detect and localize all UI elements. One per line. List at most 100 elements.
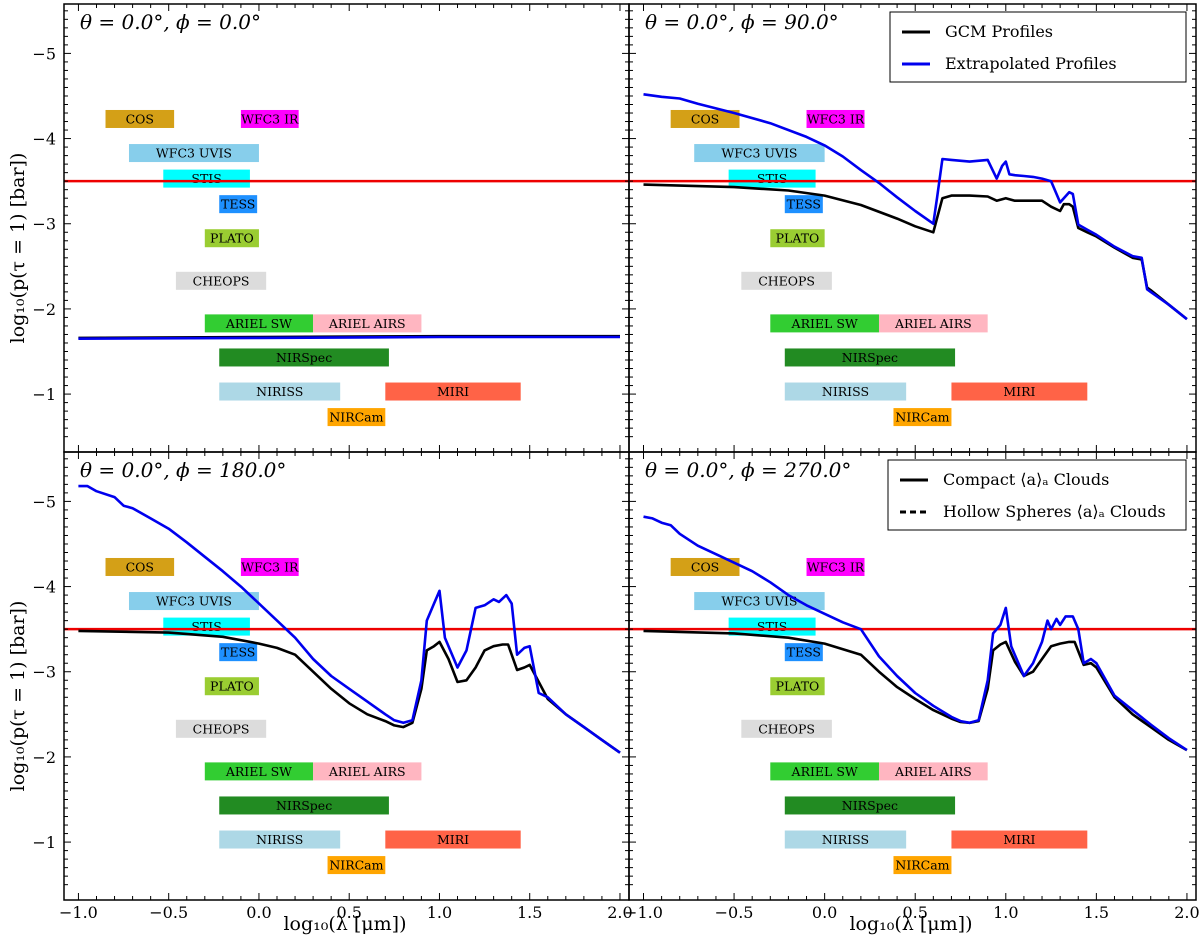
x-tick-label: 0.5 (902, 903, 927, 922)
band-stis (728, 169, 816, 188)
x-tick-label: 1.0 (427, 903, 452, 922)
x-tick-label: 0.0 (246, 903, 271, 922)
band-ariel-airs (878, 314, 988, 333)
band-label: COS (126, 559, 154, 574)
band-label: WFC3 UVIS (156, 594, 232, 609)
band-wfc3-ir (806, 109, 865, 128)
legend-entry-label: Hollow Spheres ⟨a⟩ₐ Clouds (943, 502, 1166, 521)
band-label: TESS (787, 197, 821, 212)
band-label: STIS (757, 619, 787, 634)
band-label: NIRISS (256, 832, 303, 847)
band-tess (219, 643, 258, 662)
y-axis-label-bottom: log₁₀(p(τ = 1) [bar]) (7, 601, 29, 792)
band-wfc3-ir (240, 109, 299, 128)
y-axis-label-top: log₁₀(p(τ = 1) [bar]) (7, 153, 29, 344)
y-tick-label: −5 (32, 44, 56, 63)
y-tick-label: −5 (32, 492, 56, 511)
band-label: NIRCam (329, 858, 383, 873)
x-tick-label: 0.5 (336, 903, 361, 922)
band-label: WFC3 IR (241, 111, 299, 126)
band-label: WFC3 IR (241, 559, 299, 574)
band-cos (670, 109, 740, 128)
band-label: TESS (221, 197, 255, 212)
band-cheops (741, 719, 832, 738)
band-niriss (219, 830, 341, 849)
band-tess (219, 195, 258, 214)
band-plato (770, 229, 825, 248)
band-label: WFC3 UVIS (721, 594, 797, 609)
band-label: NIRSpec (276, 798, 332, 813)
band-cheops (175, 271, 267, 290)
band-label: PLATO (210, 231, 254, 246)
band-nirspec (219, 348, 389, 367)
x-tick-label: 1.5 (1084, 903, 1109, 922)
panel-title: θ = 0.0°, ϕ = 0.0° (80, 10, 261, 34)
band-label: WFC3 UVIS (721, 146, 797, 161)
band-label: NIRCam (895, 858, 949, 873)
band-ariel-sw (770, 314, 879, 333)
band-ariel-airs (878, 762, 988, 781)
band-label: NIRISS (256, 384, 303, 399)
band-label: ARIEL AIRS (894, 316, 972, 331)
band-wfc3-uvis (128, 144, 259, 163)
band-stis (728, 617, 816, 636)
band-label: WFC3 IR (807, 111, 865, 126)
legend-frame (887, 459, 1187, 531)
x-tick-label: −0.5 (715, 903, 754, 922)
band-nirspec (219, 796, 389, 815)
x-axis-label-left: log₁₀(λ [μm]) (283, 913, 406, 935)
y-tick-label: −1 (32, 385, 56, 404)
band-wfc3-ir (806, 557, 865, 576)
band-label: PLATO (776, 679, 820, 694)
band-label: NIRISS (822, 384, 869, 399)
x-tick-label: 2.0 (607, 903, 632, 922)
gcm-profile-line (643, 629, 1188, 752)
x-tick-label: −1.0 (624, 903, 663, 922)
band-label: ARIEL SW (791, 764, 858, 779)
extrapolated-profile-line (643, 515, 1188, 752)
band-label: ARIEL SW (225, 316, 292, 331)
panel-title: θ = 0.0°, ϕ = 90.0° (645, 10, 839, 34)
legend: Compact ⟨a⟩ₐ Clouds Hollow Spheres ⟨a⟩ₐ C… (887, 459, 1187, 531)
y-tick-label: −4 (32, 578, 56, 597)
band-cos (105, 557, 175, 576)
band-label: COS (691, 559, 719, 574)
band-label: TESS (787, 645, 821, 660)
band-nircam (893, 856, 952, 875)
band-label: STIS (191, 171, 221, 186)
x-tick-label: 1.5 (517, 903, 542, 922)
legend: GCM Profiles Extrapolated Profiles (889, 11, 1187, 83)
band-nircam (327, 408, 386, 427)
y-tick-label: −1 (32, 833, 56, 852)
band-label: NIRSpec (276, 350, 332, 365)
panel-title: θ = 0.0°, ϕ = 180.0° (80, 458, 286, 482)
band-label: MIRI (1003, 832, 1035, 847)
legend-entry-label: Extrapolated Profiles (945, 54, 1117, 73)
band-plato (204, 229, 259, 248)
band-label: CHEOPS (193, 273, 250, 288)
panel-title: θ = 0.0°, ϕ = 270.0° (645, 458, 851, 482)
band-wfc3-ir (240, 557, 299, 576)
y-tick-label: −3 (32, 663, 56, 682)
band-ariel-airs (313, 314, 422, 333)
band-ariel-sw (770, 762, 879, 781)
band-label: COS (126, 111, 154, 126)
x-tick-label: −1.0 (59, 903, 98, 922)
legend-entry-label: GCM Profiles (945, 22, 1053, 41)
band-ariel-airs (313, 762, 422, 781)
x-axis-label-right: log₁₀(λ [μm]) (849, 913, 972, 935)
band-wfc3-uvis (694, 144, 825, 163)
band-cos (105, 109, 175, 128)
panel-frame (628, 451, 1197, 901)
band-cos (670, 557, 740, 576)
band-plato (204, 677, 259, 696)
x-tick-label: 0.0 (812, 903, 837, 922)
band-label: STIS (757, 171, 787, 186)
band-niriss (784, 382, 907, 401)
x-tick-label: −0.5 (149, 903, 188, 922)
band-label: NIRCam (329, 410, 383, 425)
band-stis (163, 169, 250, 188)
